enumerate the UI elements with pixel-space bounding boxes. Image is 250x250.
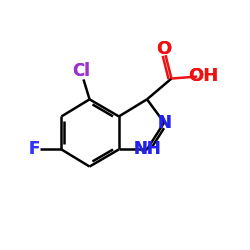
FancyBboxPatch shape [158,42,171,56]
Text: NH: NH [133,140,161,158]
Text: O: O [156,40,172,58]
FancyBboxPatch shape [136,143,158,156]
Text: F: F [29,140,40,158]
FancyBboxPatch shape [194,69,212,84]
FancyBboxPatch shape [158,116,171,129]
Text: O: O [156,40,172,58]
FancyBboxPatch shape [70,64,92,78]
Text: N: N [157,114,171,132]
Text: F: F [29,140,40,158]
Text: Cl: Cl [72,62,90,80]
Text: NH: NH [133,140,161,158]
Text: OH: OH [188,67,218,85]
Text: N: N [157,114,171,132]
Text: Cl: Cl [72,62,90,80]
FancyBboxPatch shape [29,143,40,156]
Text: OH: OH [188,67,218,85]
